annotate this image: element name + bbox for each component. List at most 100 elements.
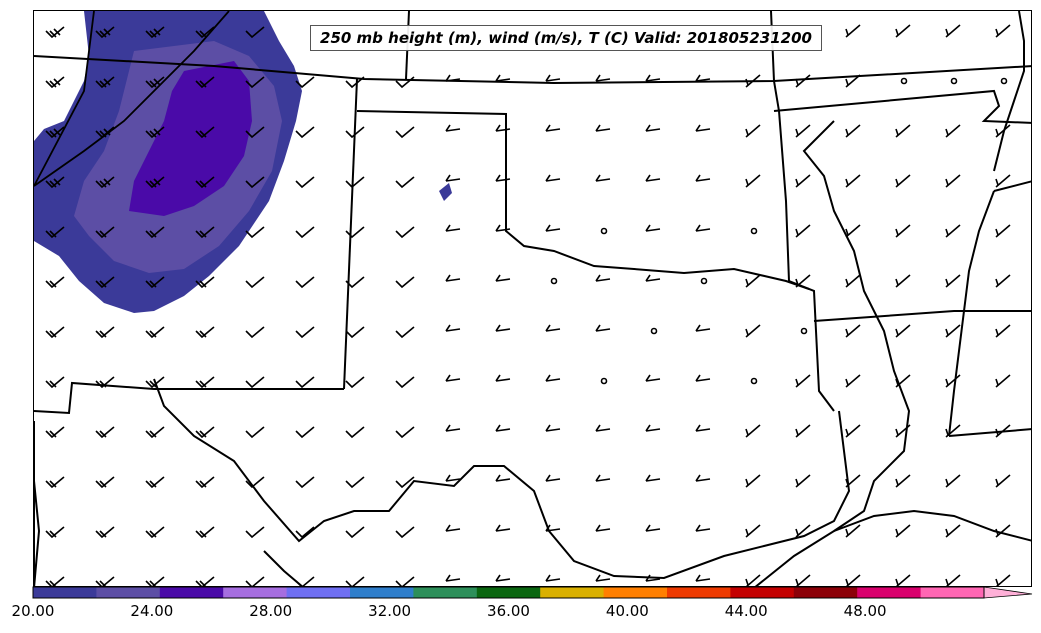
wind-barb (245, 426, 265, 439)
wind-barb (795, 424, 811, 438)
wind-barb (845, 274, 861, 288)
wind-barb (545, 374, 561, 382)
wind-barb (245, 326, 265, 339)
colorbar-segment (920, 587, 985, 598)
boundary-rio-grande (263, 550, 304, 586)
wind-barb (145, 476, 165, 489)
wind-barb (545, 174, 561, 182)
wind-barb (145, 276, 165, 289)
wind-barb (545, 474, 561, 482)
boundary-texas (153, 378, 851, 580)
boundary-north-1 (34, 55, 1031, 85)
colorbar-segment (159, 587, 224, 598)
wind-barb (45, 376, 65, 389)
wind-barb (45, 326, 65, 339)
wind-barb (195, 26, 215, 39)
wind-barb (645, 74, 661, 82)
wind-barb (995, 374, 1011, 388)
wind-barb (495, 324, 511, 332)
wind-barb (45, 276, 65, 289)
wind-barb (345, 276, 365, 289)
boundary-colorado-east (343, 78, 358, 390)
boundary-arkansas-north (773, 89, 1031, 124)
boundary-panhandle (356, 110, 810, 290)
wind-barb (345, 526, 365, 539)
wind-barb (845, 24, 861, 38)
wind-barb (645, 424, 661, 432)
wind-barb (245, 276, 265, 289)
wind-barb (695, 374, 711, 382)
wind-barb (745, 74, 761, 88)
wind-barb (545, 424, 561, 432)
contour-2 (34, 11, 95, 187)
contour-1 (34, 11, 230, 187)
colorbar-segment (667, 587, 731, 598)
wind-barb (545, 324, 561, 332)
wind-barb (45, 576, 65, 586)
calm-wind-marker (800, 327, 808, 335)
wind-barb (795, 74, 811, 88)
wind-barb (895, 374, 911, 388)
wind-barb (595, 174, 611, 182)
wind-barb (245, 176, 265, 189)
wind-barb (495, 224, 511, 232)
wind-barb (195, 326, 215, 339)
wind-barb (945, 274, 961, 288)
wind-barb (195, 426, 215, 439)
wind-barb (645, 124, 661, 132)
wind-barb (995, 174, 1011, 188)
wind-barb (295, 276, 315, 289)
wind-barb (795, 574, 811, 586)
wind-barb (445, 374, 461, 382)
wind-barb (495, 424, 511, 432)
wind-barb (745, 574, 761, 586)
wind-barbs (45, 24, 1011, 586)
wind-barb (745, 124, 761, 138)
wind-barb (945, 474, 961, 488)
wind-barb (645, 574, 661, 582)
wind-barb (445, 274, 461, 282)
wind-barb (395, 276, 415, 289)
colorbar-tick-label: 36.00 (487, 602, 530, 620)
wind-barb (195, 226, 215, 239)
wind-barb (245, 226, 265, 239)
boundary-mississippi-river (802, 120, 911, 532)
calm-wind-marker (600, 377, 608, 385)
wind-barb (495, 124, 511, 132)
calm-wind-marker (650, 327, 658, 335)
wind-barb (445, 174, 461, 182)
wind-barb (845, 224, 861, 238)
wind-barb (745, 174, 761, 188)
wind-barb (895, 274, 911, 288)
wind-barb (295, 76, 315, 89)
calm-wind-marker (550, 277, 558, 285)
wind-barb (695, 74, 711, 82)
wind-barb (645, 274, 661, 282)
calm-wind-marker (900, 77, 908, 85)
colorbar-tick-label: 28.00 (249, 602, 293, 620)
wind-barb (95, 26, 115, 39)
wind-barb (745, 274, 761, 288)
wind-barb (895, 324, 911, 338)
wind-barb (195, 126, 215, 139)
wind-barb (795, 474, 811, 488)
wind-barb (145, 76, 165, 89)
wind-barb (795, 174, 811, 188)
wind-barb (345, 176, 365, 189)
colorbar-tick-label: 48.00 (843, 602, 887, 620)
wind-barb (445, 224, 461, 232)
colorbar-segment (413, 587, 478, 598)
wind-barb (295, 176, 315, 189)
wind-barb (445, 124, 461, 132)
wind-barb (195, 176, 215, 189)
colorbar-tick-label: 20.00 (11, 602, 55, 620)
wind-barb (545, 74, 561, 82)
colorbar-extend-triangle (983, 586, 1033, 599)
wind-barb (345, 76, 365, 89)
colorbar-segment (350, 587, 414, 598)
wind-barb (295, 526, 315, 539)
wind-barb (95, 326, 115, 339)
wind-barb (995, 24, 1011, 38)
colorbar-segment (540, 587, 605, 598)
wind-barb (95, 76, 115, 89)
